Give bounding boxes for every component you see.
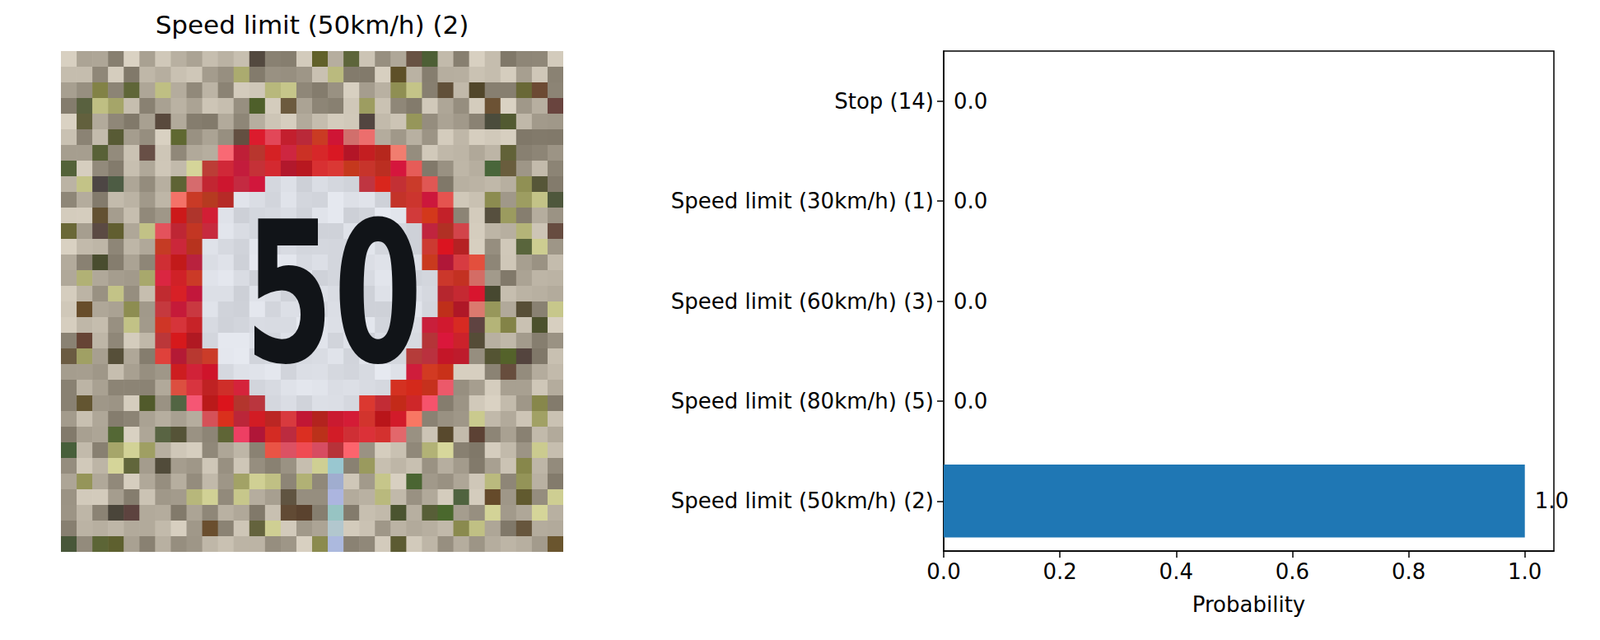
svg-text:0.6: 0.6 <box>1275 559 1310 584</box>
svg-text:0.0: 0.0 <box>953 88 988 114</box>
svg-text:1.0: 1.0 <box>1507 559 1542 584</box>
svg-text:0.8: 0.8 <box>1391 559 1426 584</box>
svg-text:Speed limit (30km/h) (1): Speed limit (30km/h) (1) <box>671 188 934 214</box>
svg-text:0.0: 0.0 <box>926 559 961 584</box>
svg-text:Probability: Probability <box>1192 592 1306 617</box>
svg-text:Stop (14): Stop (14) <box>834 88 934 114</box>
svg-text:Speed limit (50km/h) (2): Speed limit (50km/h) (2) <box>671 488 934 514</box>
svg-text:0.0: 0.0 <box>953 388 988 414</box>
svg-text:1.0: 1.0 <box>1534 488 1569 514</box>
svg-text:0.0: 0.0 <box>953 188 988 214</box>
svg-text:0.4: 0.4 <box>1159 559 1194 584</box>
svg-text:0.0: 0.0 <box>953 289 988 314</box>
svg-text:0.2: 0.2 <box>1042 559 1077 584</box>
svg-text:50: 50 <box>244 180 423 408</box>
svg-text:Speed limit (60km/h) (3): Speed limit (60km/h) (3) <box>671 289 934 314</box>
html-text:Speed limit (50km/h) (2): Speed limit (50km/h) (2) <box>155 9 469 40</box>
svg-text:Speed limit (80km/h) (5): Speed limit (80km/h) (5) <box>671 388 934 414</box>
